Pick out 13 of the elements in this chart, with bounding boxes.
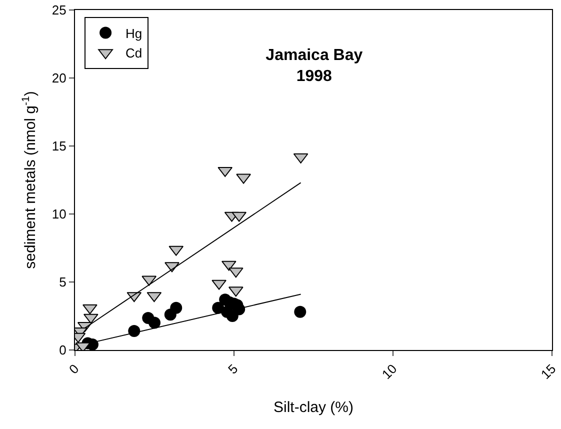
- legend-label: Hg: [126, 26, 142, 41]
- x-tick-label: 10: [378, 361, 400, 382]
- y-tick-label: 0: [59, 342, 66, 358]
- legend-label: Cd: [126, 46, 142, 61]
- x-axis-title: Silt-clay (%): [273, 399, 354, 416]
- y-tick-label: 10: [52, 206, 66, 222]
- y-tick-label: 25: [52, 2, 66, 18]
- x-tick-label: 5: [224, 361, 241, 377]
- y-tick-label: 20: [52, 70, 66, 86]
- y-tick-label: 15: [52, 138, 66, 154]
- text: Jamaica Bay 1998: [266, 47, 363, 85]
- x-tick-label: 15: [538, 361, 559, 382]
- y-tick-label: 5: [59, 274, 66, 290]
